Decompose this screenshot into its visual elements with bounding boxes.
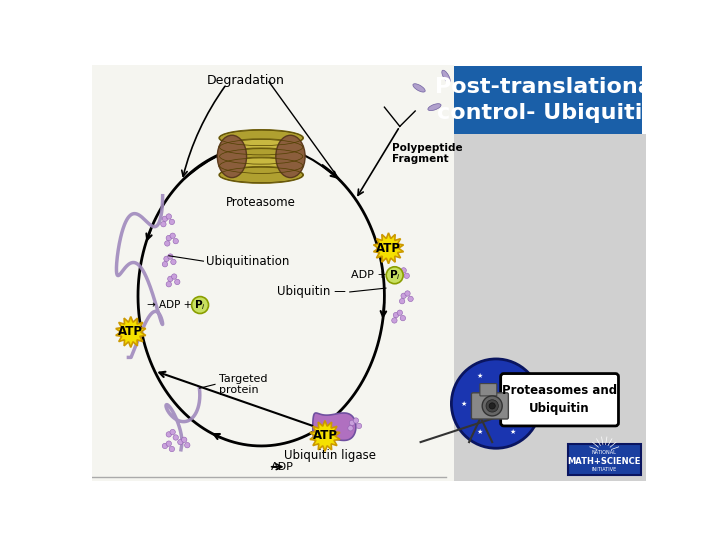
Circle shape [192, 296, 209, 314]
Text: Post-translational
control- Ubiquitin: Post-translational control- Ubiquitin [436, 77, 661, 123]
Text: ★: ★ [477, 373, 483, 379]
Circle shape [166, 431, 171, 437]
Text: Polypeptide
Fragment: Polypeptide Fragment [392, 143, 463, 164]
Text: Ubiquitination: Ubiquitination [206, 255, 289, 268]
Circle shape [489, 403, 495, 409]
Ellipse shape [219, 139, 304, 156]
FancyBboxPatch shape [472, 393, 508, 419]
Circle shape [162, 261, 168, 267]
Circle shape [169, 447, 174, 452]
FancyBboxPatch shape [480, 383, 497, 396]
Text: INITIATIVE: INITIATIVE [592, 467, 617, 472]
Circle shape [349, 420, 355, 426]
Polygon shape [312, 413, 356, 441]
Text: Ubiquitin —: Ubiquitin — [277, 286, 346, 299]
Text: ★: ★ [509, 429, 516, 435]
Text: Ubiquitin ligase: Ubiquitin ligase [284, 449, 377, 462]
Circle shape [395, 275, 401, 281]
Circle shape [397, 310, 402, 315]
Circle shape [482, 396, 503, 416]
Circle shape [393, 312, 399, 318]
Text: P$_i$: P$_i$ [389, 268, 400, 282]
Text: → ADP +: → ADP + [147, 300, 192, 310]
Text: Proteasomes and
Ubiquitin: Proteasomes and Ubiquitin [502, 384, 617, 415]
Circle shape [162, 443, 168, 449]
Text: ★: ★ [461, 401, 467, 407]
Text: ★: ★ [509, 373, 516, 379]
Text: NATIONAL: NATIONAL [592, 450, 616, 455]
Circle shape [163, 256, 169, 261]
Circle shape [401, 268, 406, 273]
Text: Targeted
protein: Targeted protein [219, 374, 267, 395]
Circle shape [385, 247, 391, 252]
Circle shape [171, 274, 177, 279]
Ellipse shape [428, 104, 441, 111]
Ellipse shape [219, 148, 304, 165]
Circle shape [354, 418, 359, 423]
Circle shape [166, 441, 171, 447]
Circle shape [401, 293, 406, 299]
Circle shape [169, 219, 174, 225]
Text: ATP: ATP [312, 429, 338, 442]
Circle shape [174, 279, 180, 285]
Text: ★: ★ [526, 401, 531, 407]
Circle shape [168, 276, 173, 281]
FancyBboxPatch shape [92, 65, 454, 481]
Circle shape [166, 235, 171, 241]
Circle shape [356, 423, 361, 429]
Circle shape [348, 426, 354, 431]
FancyBboxPatch shape [454, 134, 647, 481]
Text: Degradation: Degradation [207, 73, 284, 87]
Circle shape [161, 221, 166, 227]
Circle shape [166, 281, 171, 287]
Ellipse shape [276, 135, 305, 178]
Circle shape [166, 214, 171, 219]
Circle shape [171, 259, 176, 265]
Ellipse shape [217, 135, 246, 178]
Text: ★: ★ [477, 429, 483, 435]
Text: Proteasome: Proteasome [226, 195, 296, 208]
Text: ADP: ADP [271, 462, 294, 472]
FancyBboxPatch shape [454, 66, 642, 134]
Circle shape [386, 267, 403, 284]
Circle shape [173, 435, 179, 440]
Circle shape [178, 440, 183, 445]
Circle shape [392, 318, 397, 323]
Text: P$_i$: P$_i$ [194, 298, 206, 312]
Circle shape [170, 233, 176, 239]
Ellipse shape [219, 130, 304, 146]
Circle shape [390, 245, 395, 250]
Circle shape [408, 296, 413, 301]
Text: ADP +: ADP + [351, 270, 387, 280]
Polygon shape [116, 316, 145, 347]
Text: MATH+SCIENCE: MATH+SCIENCE [567, 457, 641, 466]
Polygon shape [310, 421, 340, 451]
Circle shape [400, 315, 405, 321]
FancyBboxPatch shape [567, 444, 641, 475]
Ellipse shape [413, 84, 426, 92]
Circle shape [165, 241, 170, 246]
Circle shape [162, 216, 168, 221]
Circle shape [168, 254, 173, 259]
Circle shape [397, 270, 402, 275]
Circle shape [181, 437, 187, 442]
Circle shape [400, 299, 405, 304]
Circle shape [405, 291, 410, 296]
Polygon shape [374, 233, 403, 264]
Ellipse shape [442, 70, 450, 83]
Circle shape [384, 252, 390, 258]
Circle shape [404, 273, 410, 279]
Circle shape [173, 239, 179, 244]
Circle shape [392, 250, 398, 255]
Circle shape [486, 400, 498, 412]
Text: ATP: ATP [376, 242, 401, 255]
Ellipse shape [219, 157, 304, 174]
Ellipse shape [219, 166, 304, 184]
FancyBboxPatch shape [500, 374, 618, 426]
Circle shape [184, 442, 190, 448]
Text: ATP: ATP [118, 326, 143, 339]
Circle shape [451, 359, 541, 448]
Circle shape [170, 429, 176, 435]
